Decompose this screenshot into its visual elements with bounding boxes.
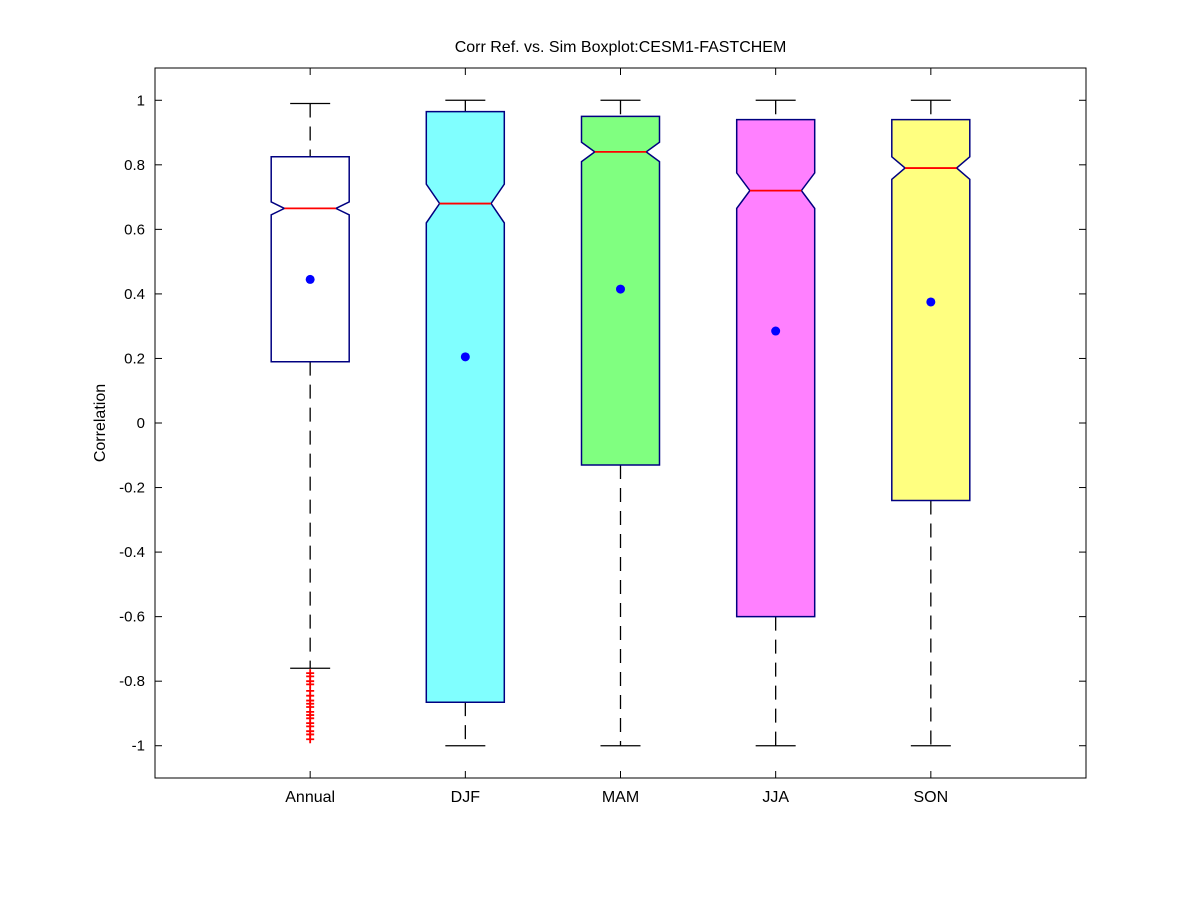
y-tick-label: 0.4 (124, 286, 145, 303)
x-tick-label: Annual (285, 789, 335, 806)
box-djf (425, 110, 506, 703)
mean-marker (771, 326, 781, 336)
mean-marker (305, 274, 315, 284)
mean-marker (616, 284, 625, 294)
axis-ticks: -1 -0.8 -0.6 -0.4 -0.2 0 0.2 0.4 0.6 0.8 1 Annual DJ… (119, 68, 1086, 806)
chart-marks (270, 99, 971, 747)
box-jja (735, 118, 816, 618)
chart-title: Corr Ref. vs. Sim Boxplot:CESM1-FASTCHEM (455, 39, 787, 56)
y-tick-label: -0.4 (119, 544, 145, 561)
y-tick-label: 0.8 (124, 157, 145, 174)
box-son (891, 118, 971, 502)
x-tick-label: JJA (762, 789, 789, 806)
y-tick-label: 0 (137, 415, 145, 432)
x-tick-label: DJF (451, 789, 481, 806)
mean-marker (460, 352, 470, 362)
y-tick-label: 0.2 (124, 350, 145, 367)
x-tick-label: SON (913, 789, 948, 806)
y-tick-label: -1 (132, 738, 145, 755)
y-axis-label: Correlation (92, 384, 109, 462)
y-tick-label: 1 (137, 92, 145, 109)
outlier-marker (306, 735, 315, 744)
y-tick-label: 0.6 (124, 221, 145, 238)
x-tick-label: MAM (602, 789, 639, 806)
y-tick-label: -0.6 (119, 609, 145, 626)
y-tick-label: -0.8 (119, 673, 145, 690)
mean-marker (926, 297, 936, 307)
y-tick-label: -0.2 (119, 480, 145, 497)
box-annual (270, 156, 350, 363)
